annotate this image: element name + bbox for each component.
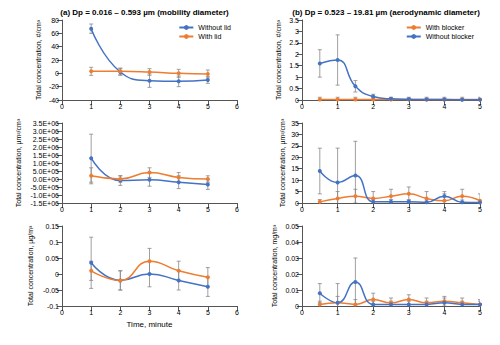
svg-text:0: 0 bbox=[55, 70, 59, 77]
svg-text:40: 40 bbox=[51, 43, 59, 50]
svg-text:Total concentration, #/cm³: Total concentration, #/cm³ bbox=[275, 19, 282, 100]
svg-text:0: 0 bbox=[300, 206, 304, 213]
svg-text:3: 3 bbox=[407, 309, 411, 316]
svg-text:6: 6 bbox=[235, 309, 239, 316]
svg-text:(b) Dp = 0.523 – 19.81 µm (aer: (b) Dp = 0.523 – 19.81 µm (aerodynamic d… bbox=[292, 8, 480, 17]
svg-text:1: 1 bbox=[295, 74, 299, 81]
svg-text:3: 3 bbox=[295, 28, 299, 35]
svg-text:0.03: 0.03 bbox=[285, 255, 299, 262]
svg-text:With blocker: With blocker bbox=[426, 24, 465, 31]
svg-text:2.0E+06: 2.0E+06 bbox=[33, 144, 59, 151]
svg-text:0.05: 0.05 bbox=[45, 255, 59, 262]
svg-text:1.0E+06: 1.0E+06 bbox=[33, 160, 59, 167]
svg-text:0: 0 bbox=[295, 97, 299, 104]
svg-text:Without lid: Without lid bbox=[198, 24, 231, 31]
svg-text:6: 6 bbox=[235, 103, 239, 110]
svg-text:-0.1: -0.1 bbox=[47, 303, 59, 310]
svg-text:Time, minute: Time, minute bbox=[127, 320, 173, 329]
svg-text:0.01: 0.01 bbox=[285, 287, 299, 294]
svg-text:-5.0E+05: -5.0E+05 bbox=[30, 184, 59, 191]
svg-text:5: 5 bbox=[206, 103, 210, 110]
svg-text:2: 2 bbox=[118, 103, 122, 110]
svg-text:2.5: 2.5 bbox=[289, 39, 299, 46]
svg-text:3: 3 bbox=[148, 103, 152, 110]
svg-text:4: 4 bbox=[177, 206, 181, 213]
svg-text:0: 0 bbox=[300, 103, 304, 110]
svg-text:0.5: 0.5 bbox=[289, 85, 299, 92]
svg-text:-1.5E+06: -1.5E+06 bbox=[30, 200, 59, 207]
svg-text:10: 10 bbox=[291, 177, 299, 184]
svg-text:-0.05: -0.05 bbox=[43, 287, 59, 294]
svg-text:15: 15 bbox=[291, 165, 299, 172]
svg-text:5.0E+05: 5.0E+05 bbox=[33, 168, 59, 175]
svg-text:1: 1 bbox=[336, 103, 340, 110]
svg-text:3.5E+06: 3.5E+06 bbox=[33, 120, 59, 127]
svg-text:5: 5 bbox=[295, 188, 299, 195]
svg-text:1: 1 bbox=[336, 309, 340, 316]
svg-text:25: 25 bbox=[291, 142, 299, 149]
svg-text:0: 0 bbox=[300, 309, 304, 316]
svg-text:1.5: 1.5 bbox=[289, 62, 299, 69]
svg-text:Total concentration, µg/m³: Total concentration, µg/m³ bbox=[27, 225, 35, 306]
svg-text:0.15: 0.15 bbox=[45, 223, 59, 230]
svg-text:1: 1 bbox=[89, 103, 93, 110]
svg-text:30: 30 bbox=[291, 131, 299, 138]
svg-text:35: 35 bbox=[291, 120, 299, 127]
svg-text:Without blocker: Without blocker bbox=[426, 33, 475, 40]
svg-text:With lid: With lid bbox=[198, 33, 221, 40]
svg-text:0.02: 0.02 bbox=[285, 271, 299, 278]
svg-text:6: 6 bbox=[235, 206, 239, 213]
svg-text:5: 5 bbox=[206, 206, 210, 213]
svg-text:3.0E+06: 3.0E+06 bbox=[33, 128, 59, 135]
svg-text:3: 3 bbox=[407, 103, 411, 110]
svg-text:0: 0 bbox=[295, 303, 299, 310]
svg-text:4: 4 bbox=[442, 309, 446, 316]
svg-text:(a) Dp = 0.016 – 0.593 µm (mob: (a) Dp = 0.016 – 0.593 µm (mobility diam… bbox=[60, 8, 229, 17]
svg-text:0.1: 0.1 bbox=[49, 239, 59, 246]
svg-text:2.5E+06: 2.5E+06 bbox=[33, 136, 59, 143]
svg-text:1: 1 bbox=[89, 309, 93, 316]
svg-text:0: 0 bbox=[60, 103, 64, 110]
svg-text:4: 4 bbox=[442, 103, 446, 110]
svg-text:0.04: 0.04 bbox=[285, 239, 299, 246]
svg-text:1: 1 bbox=[336, 206, 340, 213]
svg-text:0: 0 bbox=[60, 206, 64, 213]
svg-text:0: 0 bbox=[60, 309, 64, 316]
svg-text:0.0E+00: 0.0E+00 bbox=[33, 176, 59, 183]
svg-text:0: 0 bbox=[295, 200, 299, 207]
svg-text:4: 4 bbox=[442, 206, 446, 213]
svg-text:Total concentration, mg/m³: Total concentration, mg/m³ bbox=[271, 224, 279, 307]
svg-text:Total concentration, #/cm³: Total concentration, #/cm³ bbox=[35, 19, 42, 100]
svg-text:0.05: 0.05 bbox=[285, 223, 299, 230]
svg-text:-20: -20 bbox=[49, 83, 59, 90]
svg-text:2: 2 bbox=[371, 206, 375, 213]
svg-text:5: 5 bbox=[206, 309, 210, 316]
svg-text:4: 4 bbox=[177, 103, 181, 110]
svg-text:5: 5 bbox=[478, 206, 482, 213]
svg-text:80: 80 bbox=[51, 17, 59, 24]
svg-text:3: 3 bbox=[148, 309, 152, 316]
svg-text:20: 20 bbox=[51, 57, 59, 64]
svg-text:3.5: 3.5 bbox=[289, 17, 299, 24]
svg-text:Total concentration, µm²/cm³: Total concentration, µm²/cm³ bbox=[15, 118, 23, 207]
svg-text:3: 3 bbox=[148, 206, 152, 213]
svg-text:2: 2 bbox=[371, 309, 375, 316]
svg-text:3: 3 bbox=[407, 206, 411, 213]
svg-text:0: 0 bbox=[55, 271, 59, 278]
svg-text:Total concentration, µm²/cm³: Total concentration, µm²/cm³ bbox=[279, 118, 287, 207]
svg-text:-1.0E+06: -1.0E+06 bbox=[30, 192, 59, 199]
svg-text:2: 2 bbox=[118, 309, 122, 316]
svg-text:2: 2 bbox=[118, 206, 122, 213]
svg-text:4: 4 bbox=[177, 309, 181, 316]
svg-text:5: 5 bbox=[478, 103, 482, 110]
svg-text:1: 1 bbox=[89, 206, 93, 213]
svg-text:20: 20 bbox=[291, 154, 299, 161]
svg-text:60: 60 bbox=[51, 30, 59, 37]
svg-text:-40: -40 bbox=[49, 97, 59, 104]
svg-text:5: 5 bbox=[478, 309, 482, 316]
svg-text:1.5E+06: 1.5E+06 bbox=[33, 152, 59, 159]
svg-text:2: 2 bbox=[295, 51, 299, 58]
svg-text:2: 2 bbox=[371, 103, 375, 110]
